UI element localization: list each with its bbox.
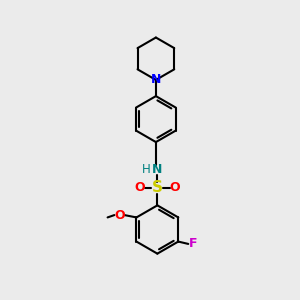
Text: S: S [152,180,163,195]
Text: O: O [134,181,145,194]
Text: N: N [151,74,161,86]
Text: N: N [152,163,163,176]
Text: O: O [114,208,125,222]
Text: O: O [170,181,180,194]
Text: H: H [142,163,151,176]
Text: F: F [189,237,198,250]
